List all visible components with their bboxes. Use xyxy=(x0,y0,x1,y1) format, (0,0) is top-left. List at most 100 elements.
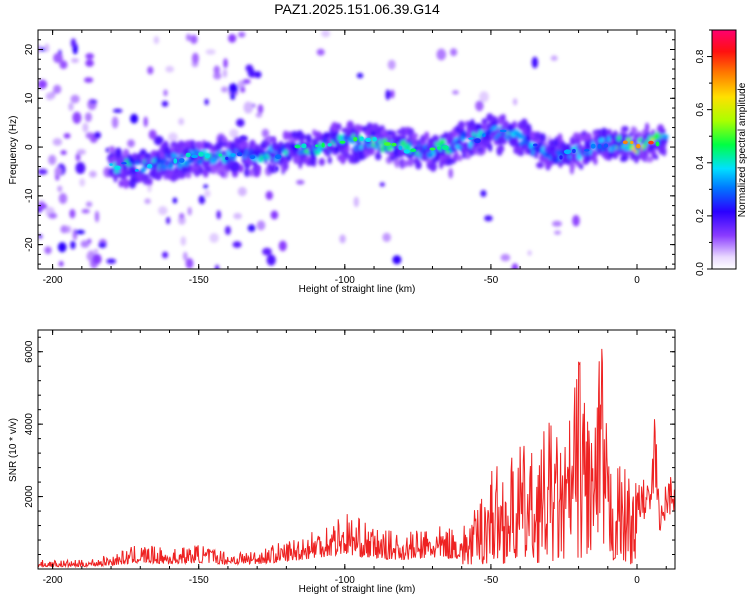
heatmap-cell xyxy=(331,121,339,133)
heatmap-speckle xyxy=(89,99,98,104)
snr-y-axis: 2000 4000 6000 xyxy=(24,336,675,556)
heatmap-speckle xyxy=(198,195,206,205)
heatmap-cell xyxy=(123,178,130,189)
heatmap-cell xyxy=(662,146,667,157)
heatmap-cell xyxy=(397,147,405,158)
heatmap-cell xyxy=(579,163,584,170)
heatmap-speckle xyxy=(379,182,385,187)
heatmap-speckle xyxy=(233,212,242,220)
heatmap-peak xyxy=(563,149,572,155)
heatmap-peak xyxy=(249,155,256,160)
heatmap-peak xyxy=(185,152,191,158)
heatmap-cell xyxy=(375,153,382,161)
heatmap-speckle xyxy=(527,250,532,256)
heatmap-speckle xyxy=(187,206,192,216)
heatmap-speckle xyxy=(531,56,539,69)
heatmap-speckle xyxy=(254,71,262,79)
heatmap-speckle xyxy=(68,102,74,111)
heatmap-speckle xyxy=(57,185,63,192)
heatmap-speckle xyxy=(180,236,187,246)
heatmap-cell xyxy=(645,156,654,163)
heatmap-cell xyxy=(466,129,473,140)
heatmap-speckle xyxy=(321,30,331,38)
heatmap-speckle xyxy=(81,209,90,214)
heatmap-speckle xyxy=(148,129,157,140)
heatmap-peak xyxy=(179,158,185,163)
spectrogram-x-label: Height of straight line (km) xyxy=(299,284,416,295)
heatmap-speckle xyxy=(228,83,239,94)
heatmap-cell xyxy=(497,144,505,153)
heatmap-speckle xyxy=(265,190,273,200)
heatmap-peak xyxy=(468,137,474,140)
heatmap-cell xyxy=(299,133,307,140)
heatmap-cell xyxy=(222,140,229,148)
heatmap-speckle xyxy=(237,186,247,197)
heatmap-peak xyxy=(121,162,127,165)
heatmap-cell xyxy=(118,179,124,188)
heatmap-cell xyxy=(654,154,659,160)
heatmap-speckle xyxy=(58,193,68,204)
heatmap-speckle xyxy=(316,48,325,56)
heatmap-cell xyxy=(163,146,171,156)
heatmap-peak xyxy=(441,145,449,151)
colorbar-axis: 0.0 0.2 0.4 0.6 0.8 xyxy=(695,29,712,276)
x-tick-label: -100 xyxy=(335,275,355,286)
heatmap-cell xyxy=(150,150,158,158)
chart-title: PAZ1.2025.151.06.39.G14 xyxy=(274,1,440,17)
heatmap-speckle xyxy=(84,77,94,83)
heatmap-cell xyxy=(394,157,400,168)
y-tick-label: 10 xyxy=(24,92,35,104)
heatmap-cell xyxy=(240,141,249,146)
heatmap-speckle xyxy=(94,210,100,223)
heatmap-cell xyxy=(474,123,483,131)
heatmap-cell xyxy=(309,158,316,166)
heatmap-speckle xyxy=(278,240,287,252)
heatmap-peak xyxy=(603,143,609,148)
heatmap-peak xyxy=(353,137,358,142)
heatmap-speckle xyxy=(168,132,178,142)
x-tick-label: -200 xyxy=(43,575,63,586)
heatmap-speckle xyxy=(84,112,92,122)
colorbar-tick-label: 0.2 xyxy=(695,209,706,223)
heatmap-speckle xyxy=(191,52,199,64)
heatmap-cell xyxy=(623,145,630,152)
spectrogram-y-axis: 20 10 0 -10 -20 xyxy=(24,29,675,265)
y-tick-label: 6000 xyxy=(24,340,35,363)
heatmap-cell xyxy=(520,118,528,129)
heatmap-speckle xyxy=(237,164,245,173)
heatmap-peak xyxy=(403,149,410,154)
x-tick-label: 0 xyxy=(634,275,640,286)
heatmap-cell xyxy=(508,124,513,134)
heatmap-speckle xyxy=(60,225,68,234)
heatmap-cell xyxy=(622,126,629,132)
heatmap-cell xyxy=(305,133,312,144)
heatmap-cell xyxy=(147,177,153,184)
heatmap-speckle xyxy=(111,116,119,129)
heatmap-speckle xyxy=(53,52,63,64)
heatmap-speckle xyxy=(85,59,94,67)
heatmap-cell xyxy=(335,123,342,131)
heatmap-peak xyxy=(398,145,403,151)
heatmap-speckle xyxy=(216,210,221,220)
heatmap-peak xyxy=(499,129,507,133)
heatmap-peak xyxy=(597,143,602,149)
heatmap-speckle xyxy=(228,33,237,43)
heatmap-cell xyxy=(391,130,397,138)
heatmap-speckle xyxy=(221,86,228,93)
y-tick-label: 4000 xyxy=(24,413,35,436)
heatmap-peak xyxy=(275,154,282,159)
heatmap-cell xyxy=(406,159,414,166)
heatmap-cell xyxy=(526,123,532,135)
heatmap-speckle xyxy=(386,90,391,99)
heatmap-cell xyxy=(575,159,581,167)
heatmap-cell xyxy=(199,167,204,174)
heatmap-speckle xyxy=(75,162,86,174)
heatmap-speckle xyxy=(356,72,364,79)
heatmap-speckle xyxy=(70,38,76,48)
heatmap-peak xyxy=(590,143,596,149)
heatmap-cell xyxy=(536,162,544,169)
heatmap-speckle xyxy=(475,100,484,112)
heatmap-cell xyxy=(356,124,364,132)
heatmap-speckle xyxy=(161,100,169,107)
